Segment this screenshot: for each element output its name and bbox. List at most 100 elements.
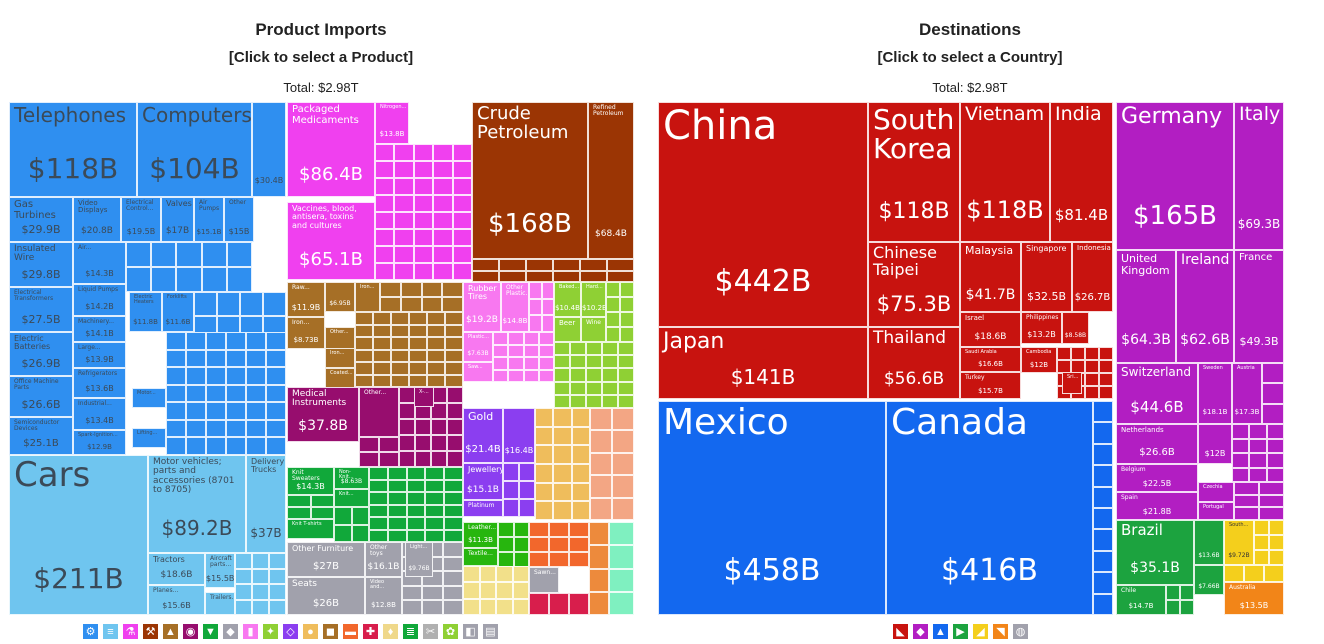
product-tile-insulated-wire[interactable]: Insulated Wire $29.8B [9,242,73,287]
treemap-tile[interactable] [553,445,572,464]
product-tile-packaged-medicaments[interactable]: Packaged Medicaments $86.4B [287,102,375,197]
treemap-tile[interactable] [452,212,472,229]
treemap-tile[interactable] [380,297,401,312]
country-tile-israel[interactable]: Israel $18.6B [960,312,1021,347]
treemap-tile[interactable] [425,517,445,530]
treemap-tile[interactable] [570,394,586,408]
product-tile-liquid-pumps[interactable]: Liquid Pumps $14.2B [73,284,126,316]
treemap-tile[interactable] [499,270,526,282]
treemap-tile[interactable] [590,475,612,498]
treemap-tile[interactable] [373,374,391,387]
product-tile-motor[interactable]: Motor... [132,388,166,408]
treemap-tile[interactable] [553,259,580,271]
treemap-tile[interactable] [447,419,463,435]
treemap-tile[interactable] [620,282,634,297]
treemap-tile[interactable] [496,598,513,615]
treemap-tile[interactable] [413,229,434,246]
treemap-tile[interactable] [431,403,447,419]
country-tile-germany[interactable]: Germany $165B [1116,102,1234,250]
treemap-tile[interactable] [529,537,549,552]
treemap-tile[interactable] [1254,550,1269,565]
treemap-tile[interactable] [373,312,391,325]
country-tile-turkey[interactable]: Turkey $15.7B [960,372,1021,399]
treemap-tile[interactable] [553,270,580,282]
product-tile-lifting[interactable]: Lifting... [132,428,166,448]
treemap-tile[interactable] [246,419,266,438]
treemap-tile[interactable] [1085,360,1099,373]
treemap-tile[interactable] [217,292,240,316]
treemap-tile[interactable] [269,599,286,615]
treemap-tile[interactable] [252,568,269,584]
country-tile-vietnam[interactable]: Vietnam $118B [960,102,1050,242]
treemap-tile[interactable] [373,337,391,350]
treemap-tile[interactable] [571,426,590,446]
treemap-tile[interactable] [427,362,445,375]
treemap-tile[interactable] [590,408,612,431]
treemap-tile[interactable] [1093,401,1113,423]
treemap-tile[interactable] [606,282,620,297]
treemap-tile[interactable] [1249,467,1267,482]
treemap-tile[interactable] [151,267,177,292]
treemap-tile[interactable] [186,437,206,455]
treemap-tile[interactable] [1249,424,1267,439]
treemap-tile[interactable] [422,600,443,615]
treemap-tile[interactable] [452,144,472,161]
treemap-tile[interactable] [176,267,202,292]
treemap-tile[interactable] [493,357,509,370]
treemap-tile[interactable] [479,598,496,615]
stone-icon[interactable]: ≣ [402,623,419,640]
treemap-tile[interactable] [1264,565,1284,582]
treemap-tile[interactable] [375,246,395,263]
cow-icon[interactable]: ◼ [322,623,339,640]
treemap-tile[interactable] [166,419,186,438]
bone-icon[interactable]: ✂ [422,623,439,640]
treemap-tile[interactable] [498,552,514,567]
treemap-tile[interactable] [553,408,572,427]
treemap-tile[interactable] [570,368,586,382]
treemap-tile[interactable] [1266,424,1284,439]
treemap-tile[interactable] [226,332,246,350]
treemap-tile[interactable] [519,499,535,517]
treemap-tile[interactable] [1262,403,1284,424]
treemap-tile[interactable] [387,492,407,505]
treemap-tile[interactable] [427,312,445,325]
treemap-tile[interactable] [602,394,618,408]
product-tile-video-displays[interactable]: Video Displays $20.8B [73,197,121,242]
treemap-tile[interactable] [201,267,227,292]
treemap-tile[interactable] [442,571,463,586]
treemap-tile[interactable] [433,178,453,195]
treemap-tile[interactable] [569,552,589,567]
treemap-tile[interactable] [553,482,572,502]
product-tile-spark-ignition[interactable]: Spark-Ignition... $12.9B [73,430,126,455]
treemap-tile[interactable] [246,349,266,368]
treemap-tile[interactable] [206,384,226,403]
product-tile-medical-instruments[interactable]: Medical Instruments $37.8B [287,387,359,442]
product-tile-large[interactable]: Large... $13.9B [73,342,126,368]
treemap-tile[interactable] [535,501,554,520]
country-tile-canada[interactable]: Canada $416B [886,401,1093,615]
treemap-tile[interactable] [1180,600,1194,615]
treemap-tile[interactable] [496,566,513,583]
country-tile-ireland[interactable]: Ireland $62.6B [1176,250,1234,363]
treemap-tile[interactable] [409,337,427,350]
treemap-tile[interactable] [413,178,434,195]
product-tile-tractors[interactable]: Tractors $18.6B [148,553,205,585]
treemap-tile[interactable] [553,426,572,446]
treemap-tile[interactable] [1093,422,1113,444]
country-tile-chinese-taipei[interactable]: Chinese Taipei $75.3B [868,242,960,327]
product-tile-platinum[interactable]: Platinum [463,500,503,517]
product-tile-refrigerators[interactable]: Refrigerators $13.6B [73,368,126,398]
treemap-tile[interactable] [166,402,186,420]
treemap-tile[interactable] [612,452,634,476]
treemap-tile[interactable] [369,479,388,492]
treemap-tile[interactable] [1093,572,1113,594]
product-tile-telephones[interactable]: Telephones $118B [9,102,137,197]
lamp-icon[interactable]: ♦ [382,623,399,640]
treemap-tile[interactable] [375,178,395,195]
treemap-tile[interactable] [479,566,496,583]
treemap-tile[interactable] [529,315,542,332]
treemap-tile[interactable] [1071,347,1085,360]
treemap-tile[interactable] [394,246,414,263]
treemap-tile[interactable] [445,362,463,375]
treemap-tile[interactable] [472,259,499,271]
